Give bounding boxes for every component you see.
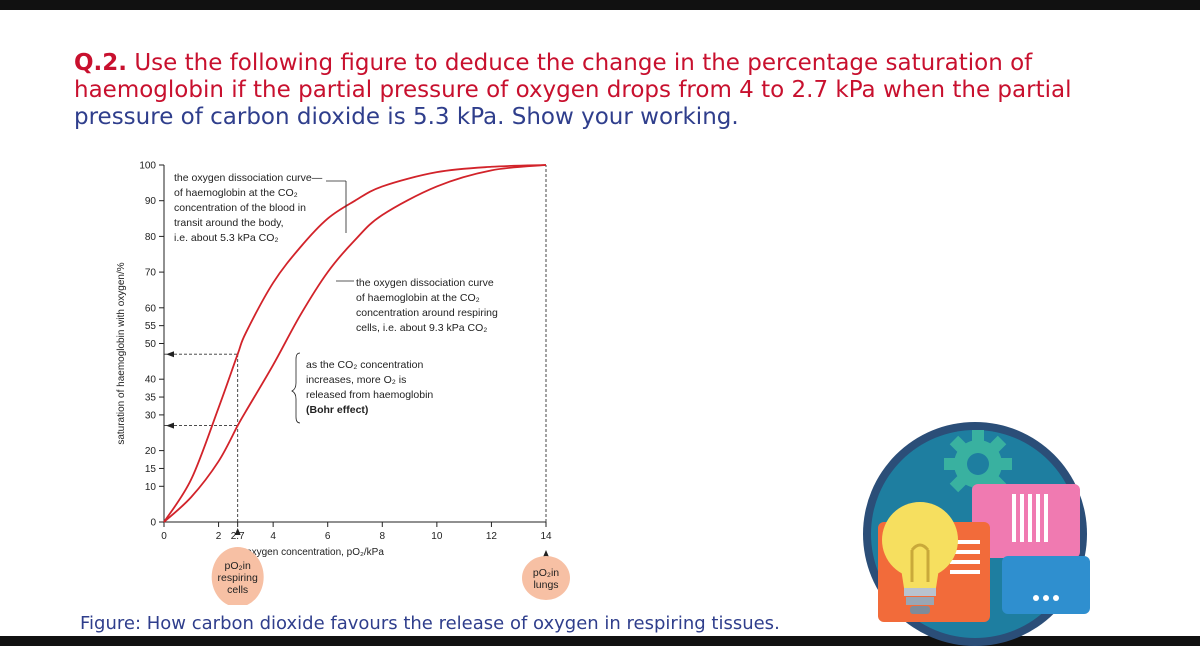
badge-label: respiring: [218, 572, 258, 584]
po2-badge: [522, 556, 570, 600]
y-tick-label: 40: [145, 375, 157, 386]
annotation-line: of haemoglobin at the CO₂: [356, 292, 480, 304]
annotation-line: (Bohr effect): [306, 404, 368, 416]
y-tick-label: 30: [145, 410, 157, 421]
y-tick-label: 50: [145, 339, 157, 350]
x-tick-label: 2: [216, 531, 222, 542]
annotation-line: as the CO₂ concentration: [306, 359, 423, 371]
annotation-line: the oxygen dissociation curve—: [174, 172, 323, 184]
y-tick-label: 80: [145, 232, 157, 243]
figure-caption: Figure: How carbon dioxide favours the r…: [80, 613, 780, 634]
badge-label: pO₂in: [533, 567, 559, 579]
y-tick-label: 55: [145, 321, 157, 332]
annotation-line: transit around the body,: [174, 217, 284, 229]
x-tick-label: 2.7: [231, 531, 245, 542]
y-tick-label: 70: [145, 268, 157, 279]
chat-bubble-icon: [1002, 556, 1090, 614]
annotation-line: concentration of the blood in: [174, 202, 306, 214]
y-tick-label: 90: [145, 196, 157, 207]
annotation-line: of haemoglobin at the CO₂: [174, 187, 298, 199]
bracket: [291, 352, 301, 424]
annotation-line: i.e. about 5.3 kPa CO₂: [174, 232, 278, 244]
x-tick-label: 8: [380, 531, 386, 542]
y-tick-label: 20: [145, 446, 157, 457]
annotation-line: concentration around respiring: [356, 307, 498, 319]
lightbulb-chat-illustration: [863, 422, 1090, 646]
slide: Q.2. Use the following figure to deduce …: [0, 10, 1200, 646]
y-tick-label: 15: [145, 464, 157, 475]
question-line-1: Use the following figure to deduce the c…: [74, 50, 1072, 103]
x-tick-label: 6: [325, 531, 331, 542]
annotation-line: increases, more O₂ is: [306, 374, 406, 386]
question-line-2: pressure of carbon dioxide is 5.3 kPa. S…: [74, 104, 739, 130]
dissociation-curve-2: [163, 164, 547, 523]
badge-label: lungs: [533, 579, 558, 591]
lightbulb-icon: [882, 502, 958, 614]
y-tick-label: 100: [139, 161, 156, 172]
chat-bubble-icon: [972, 484, 1080, 558]
x-tick-label: 0: [161, 531, 167, 542]
question-number: Q.2.: [74, 50, 128, 76]
y-axis-label: saturation of haemoglobin with oxygen/%: [116, 262, 127, 444]
y-tick-label: 35: [145, 393, 157, 404]
annotation-line: the oxygen dissociation curve: [356, 277, 494, 289]
y-tick-label: 10: [145, 482, 157, 493]
badge-label: cells: [227, 584, 248, 596]
arrow-up: [234, 528, 241, 535]
annotation-line: released from haemoglobin: [306, 389, 433, 401]
question-text: Q.2. Use the following figure to deduce …: [74, 50, 1154, 131]
x-axis-label: oxygen concentration, pO₂/kPa: [246, 547, 384, 558]
dissociation-curve-1: [163, 164, 547, 523]
y-tick-label: 60: [145, 303, 157, 314]
y-tick-label: 0: [150, 518, 156, 529]
annotation-line: cells, i.e. about 9.3 kPa CO₂: [356, 322, 487, 334]
arrow-up: [543, 550, 549, 557]
x-tick-label: 10: [431, 531, 443, 542]
po2-badge: [211, 547, 264, 605]
x-tick-label: 14: [540, 531, 552, 542]
arrow-head: [166, 351, 174, 358]
oxygen-dissociation-chart: 0 10 15 20 30 35 40 50 55 60 70 80 90 100 0 2 2.7 4 6 8 10 12…: [116, 161, 570, 605]
x-tick-label: 12: [486, 531, 498, 542]
x-tick-label: 4: [270, 531, 276, 542]
badge-label: pO₂in: [225, 560, 251, 572]
arrow-head: [166, 422, 174, 429]
